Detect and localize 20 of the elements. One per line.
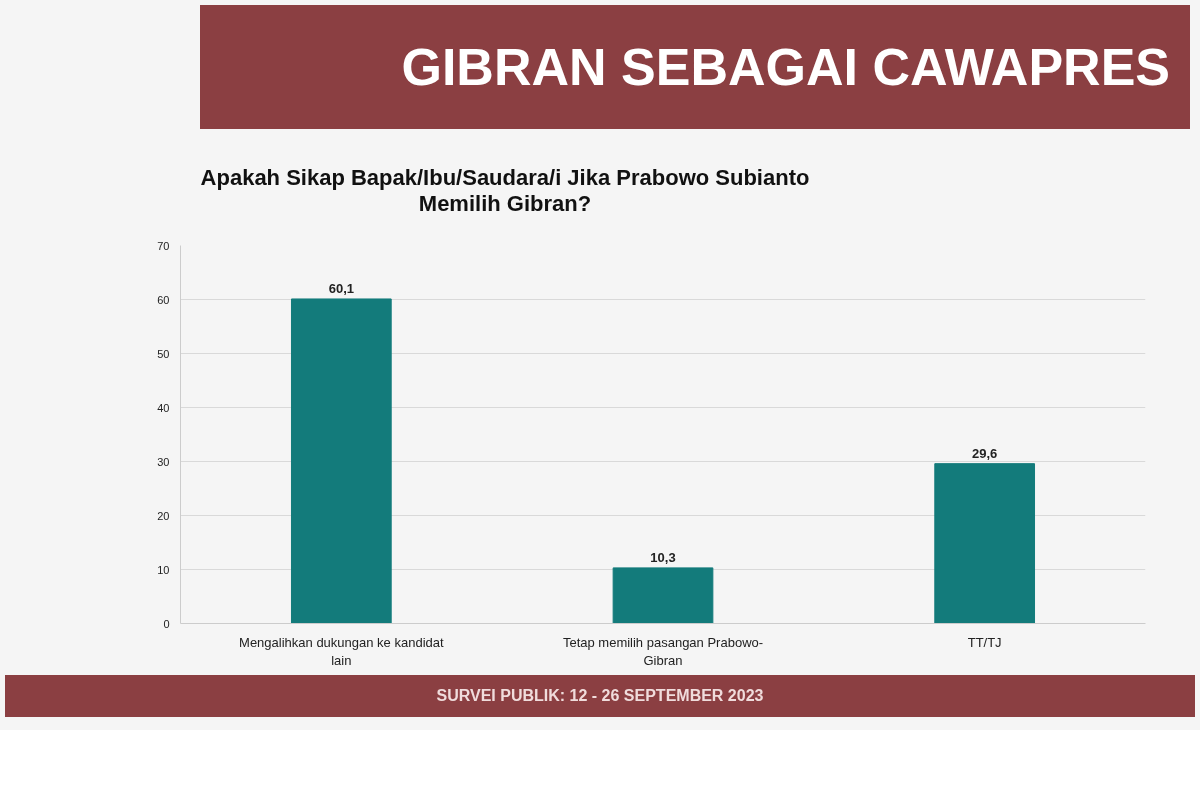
data-label: 60,1 [328, 280, 354, 296]
bar [934, 463, 1036, 624]
y-tick-label: 20 [157, 509, 170, 522]
y-tick-label: 30 [157, 455, 170, 468]
y-tick-label: 40 [157, 401, 170, 414]
y-tick-label: 70 [157, 239, 170, 252]
y-tick-label: 50 [157, 347, 170, 360]
y-tick-label: 60 [157, 293, 170, 306]
y-tick-label: 0 [163, 617, 170, 630]
x-tick-label: Mengalihkan dukungan ke kandidat lain [239, 634, 444, 668]
text: SURVEI PUBLIK: 12 - 26 SEPTEMBER 2023 [5, 675, 1195, 717]
data-label: 10,3 [650, 549, 676, 565]
x-tick-label: Tetap memilih pasangan Prabowo-Gibran [562, 634, 764, 668]
bar [612, 567, 714, 624]
data-label: 29,6 [972, 445, 998, 461]
y-tick-label: 10 [157, 563, 170, 576]
x-tick-label: TT/TJ [967, 634, 1002, 650]
bar [290, 298, 392, 624]
chart-subtitle: Apakah Sikap Bapak/Ibu/Saudara/i Jika Prabowo Subianto Memilih Gibran? [199, 165, 811, 217]
chart-title: GIBRAN SEBAGAI CAWAPRES [200, 5, 1190, 129]
